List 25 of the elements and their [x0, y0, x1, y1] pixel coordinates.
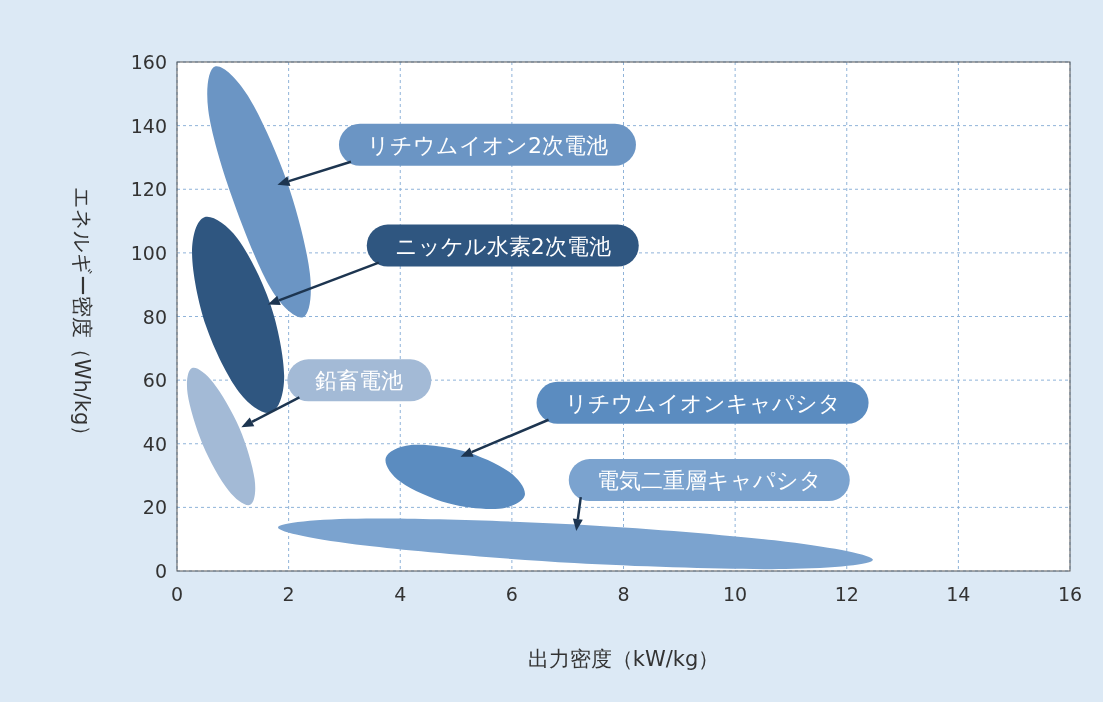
y-tick-label: 120: [130, 178, 167, 201]
y-tick-label: 80: [142, 305, 167, 328]
x-tick-label: 12: [834, 583, 859, 605]
y-tick-label: 160: [130, 51, 167, 73]
y-tick-label: 60: [142, 369, 167, 392]
x-tick-label: 8: [617, 583, 630, 605]
x-tick-label: 10: [723, 583, 748, 605]
y-axis-title: エネルギー密度（Wh/kg）: [70, 186, 94, 447]
x-tick-label: 16: [1057, 583, 1083, 605]
text: リチウムイオンキャパシタ: [564, 390, 841, 416]
y-tick-label: 0: [154, 560, 167, 582]
y-tick-label: 40: [142, 432, 167, 455]
x-tick-label: 6: [505, 583, 518, 605]
x-tick-label: 0: [170, 583, 184, 605]
x-tick-label: 2: [282, 583, 295, 605]
text: 鉛畜電池: [315, 368, 404, 394]
y-tick-label: 100: [130, 241, 167, 264]
x-tick-label: 4: [394, 583, 407, 605]
y-tick-label: 20: [142, 496, 167, 519]
text: リチウムイオン2次電池: [366, 132, 608, 158]
text: ニッケル水素2次電池: [394, 233, 611, 259]
series-label: 電気二重層キャパシタ: [596, 468, 822, 494]
x-axis-title: 出力密度（kW/kg）: [527, 647, 720, 671]
y-tick-label: 140: [130, 114, 167, 137]
x-tick-label: 14: [946, 583, 971, 605]
